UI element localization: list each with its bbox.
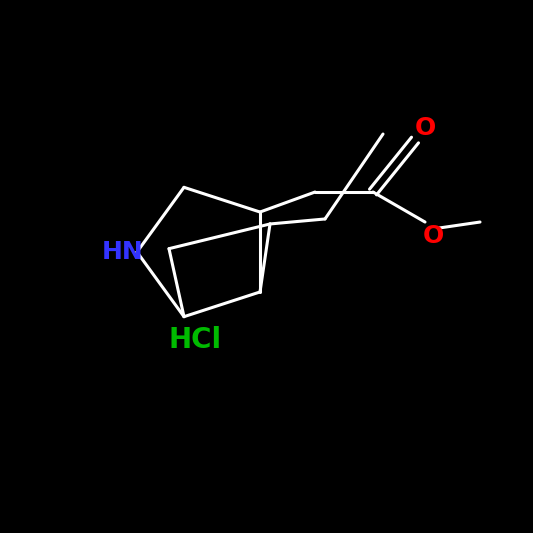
Text: O: O [422, 224, 443, 248]
Text: O: O [414, 116, 435, 140]
Text: HN: HN [102, 240, 144, 264]
Text: HCl: HCl [168, 326, 222, 354]
